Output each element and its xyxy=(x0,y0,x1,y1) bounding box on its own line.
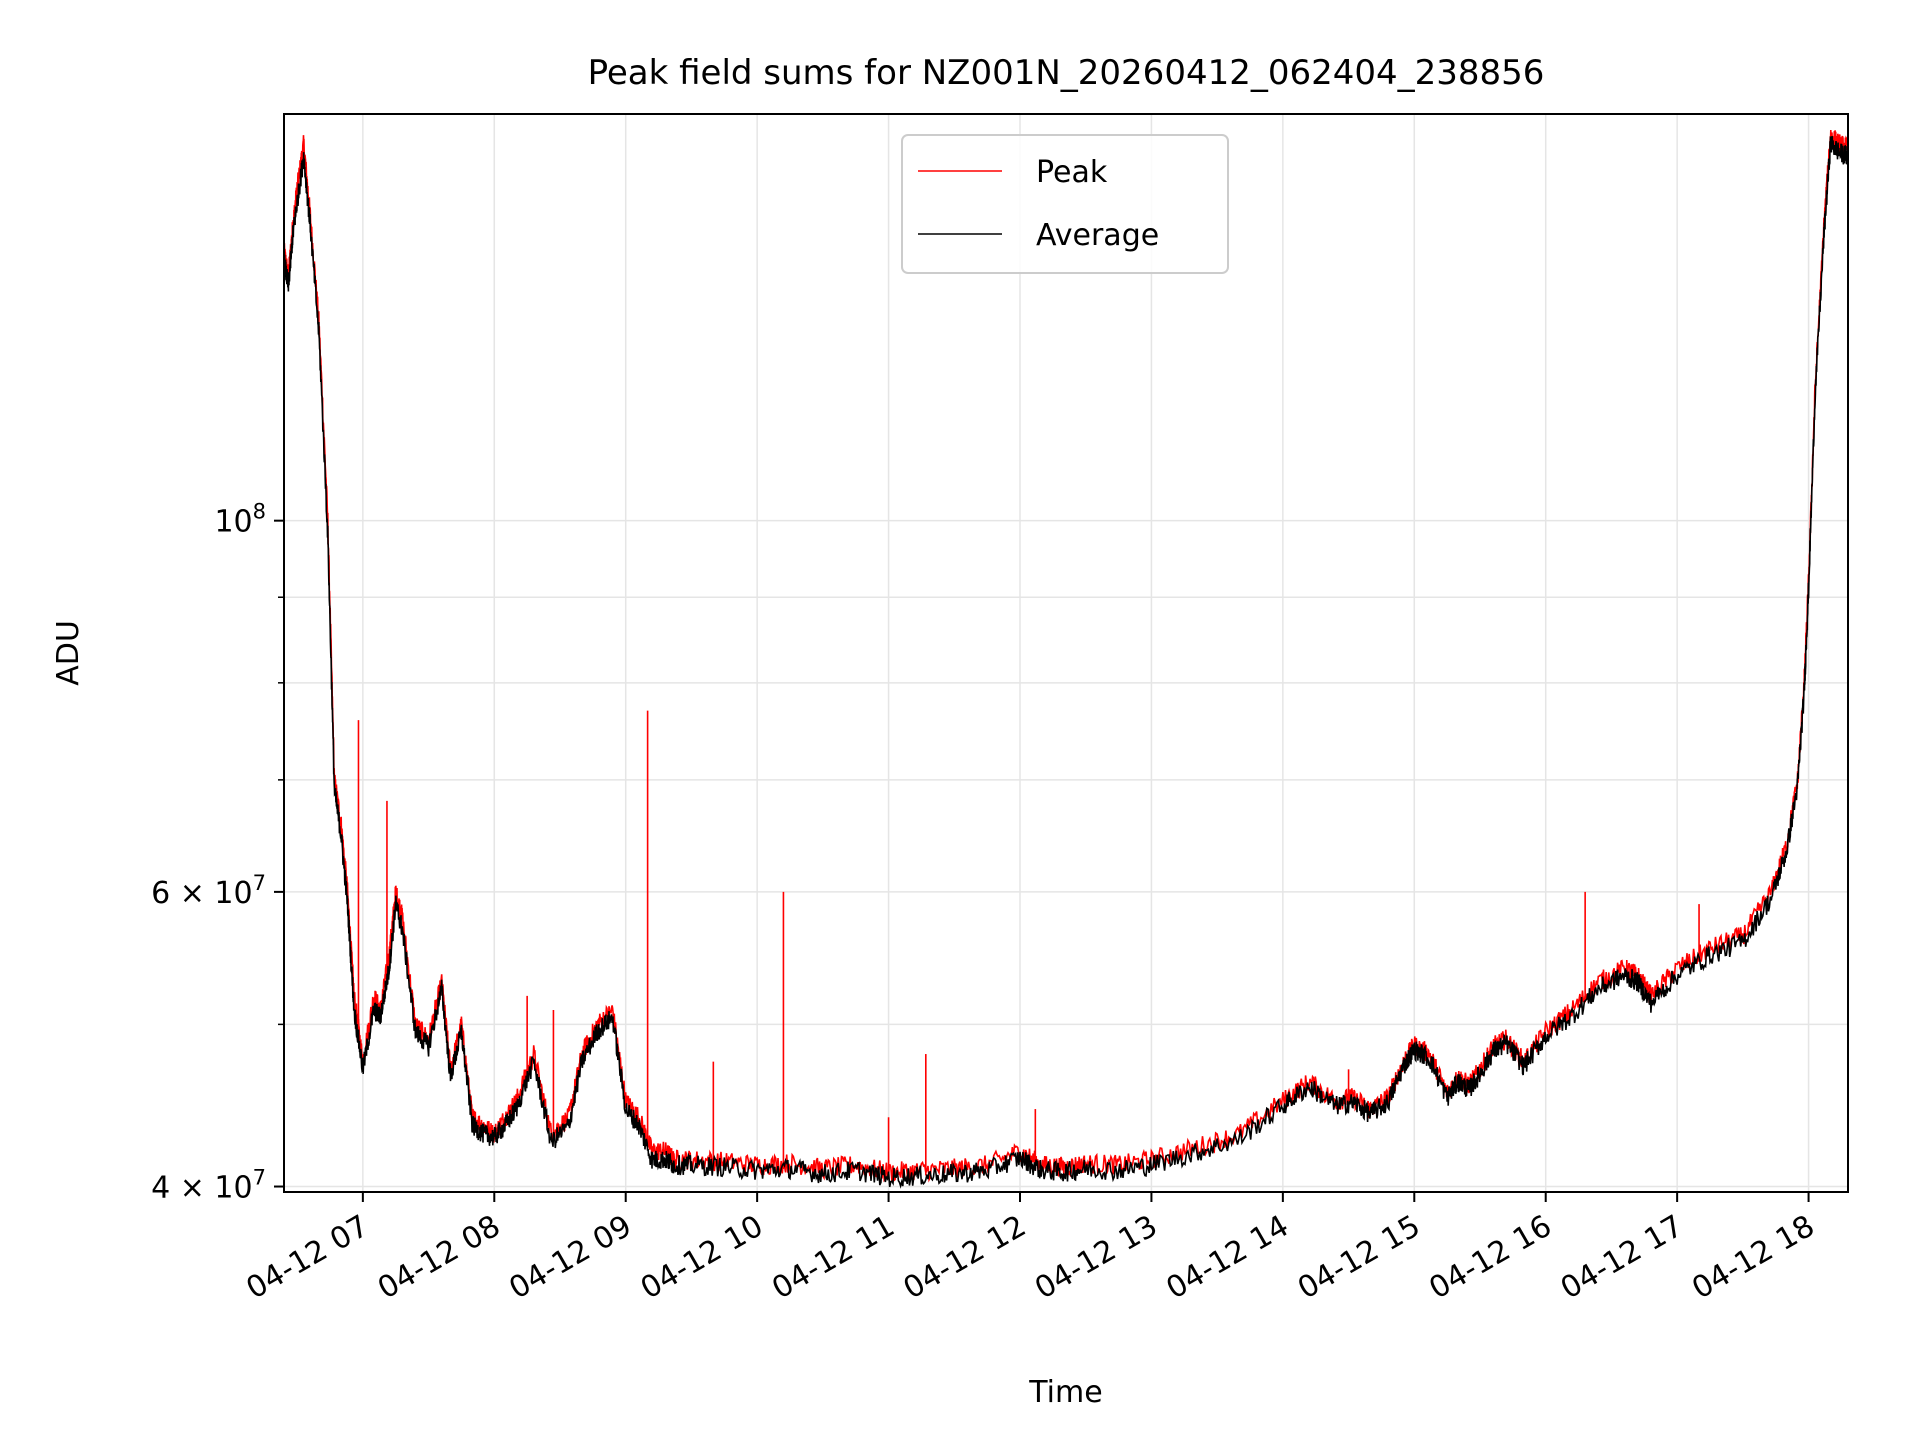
y-tick-label: 6 × 107 xyxy=(151,871,266,911)
plot-frame xyxy=(283,113,1849,1193)
grid xyxy=(284,114,1848,1192)
legend-label-average: Average xyxy=(1036,218,1159,253)
x-axis-label: Time xyxy=(1028,1375,1102,1410)
legend: Peak Average xyxy=(901,134,1229,274)
chart-title: Peak field sums for NZ001N_20260412_0624… xyxy=(588,53,1545,93)
series-line-average xyxy=(283,136,1849,1189)
legend-label-peak: Peak xyxy=(1036,155,1108,190)
legend-box xyxy=(901,134,1229,274)
y-axis: 4 × 107 6 × 107 108 xyxy=(151,500,284,1206)
series-layer xyxy=(283,129,1849,1189)
y-tick-label: 108 xyxy=(214,500,266,540)
y-tick-label: 4 × 107 xyxy=(151,1166,266,1206)
y-axis-label: ADU xyxy=(51,620,86,686)
